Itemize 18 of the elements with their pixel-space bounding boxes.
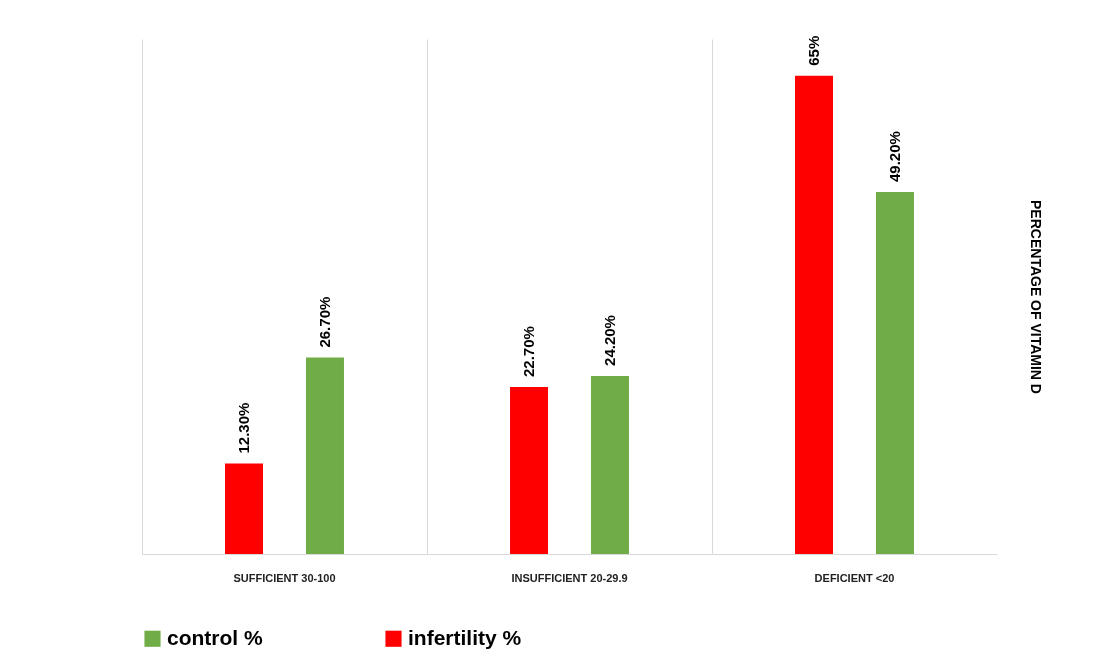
legend-label: control %: [167, 625, 263, 649]
bar: [225, 463, 264, 554]
y-axis-title: PERCENTAGE OF VITAMIN D: [1027, 200, 1044, 394]
bar: [305, 357, 344, 554]
bar: [795, 75, 834, 554]
data-label: 12.30%: [235, 402, 253, 454]
data-label: 26.70%: [315, 296, 333, 348]
data-label: 65%: [805, 35, 823, 66]
data-label: 22.70%: [520, 326, 538, 377]
bar: [590, 375, 629, 554]
x-tick-label: DEFICIENT <20: [814, 571, 895, 584]
bar: [875, 192, 914, 554]
x-tick-label: SUFFICIENT 30-100: [233, 571, 336, 584]
data-label: 24.20%: [600, 315, 618, 366]
legend-label: infertility %: [408, 625, 522, 649]
data-label: 49.20%: [885, 131, 903, 183]
x-tick-label: INSUFFICIENT 20-29.9: [511, 571, 628, 584]
bar: [510, 386, 549, 554]
